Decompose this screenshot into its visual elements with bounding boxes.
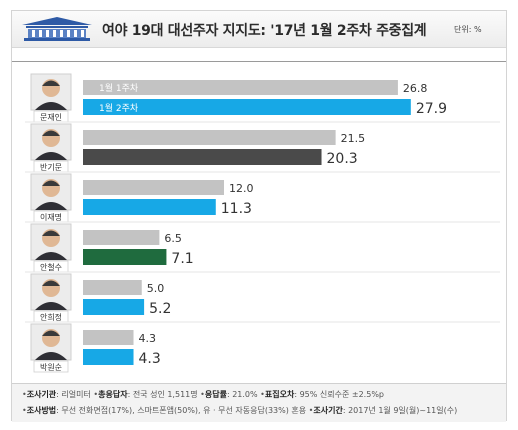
chart-header: 여야 19대 대선주자 지지도: '17년 1월 2주차 주중집계 단위: % bbox=[12, 11, 506, 48]
portrait-shoulders bbox=[35, 202, 67, 210]
portrait-shoulders bbox=[35, 302, 67, 310]
unit-label: 단위: % bbox=[454, 25, 482, 34]
candidate-name: 박원순 bbox=[40, 362, 62, 372]
portrait-hair bbox=[42, 180, 60, 186]
name-box bbox=[33, 360, 69, 373]
candidate-group: 안철수 6.5 7.1 bbox=[25, 223, 500, 273]
portrait-shoulders bbox=[35, 352, 67, 360]
bar-prev-week bbox=[83, 180, 224, 195]
footer-text: : 전국 성인 1,511명 bbox=[127, 390, 198, 399]
bar-prev-week bbox=[83, 130, 336, 145]
footer-label: 조사방법 bbox=[26, 406, 57, 415]
bar-prev-week bbox=[83, 80, 398, 95]
value-label-prev: 26.8 bbox=[403, 82, 428, 95]
footer-text: : 2017년 1월 9일(월)~11일(수) bbox=[342, 406, 458, 415]
portrait-shoulders bbox=[35, 102, 67, 110]
candidate-name: 안철수 bbox=[40, 262, 62, 272]
value-label-current: 4.3 bbox=[139, 351, 161, 367]
bar-current-week bbox=[83, 199, 216, 215]
portrait-shoulders bbox=[35, 152, 67, 160]
blue-house-logo bbox=[22, 17, 92, 41]
portrait-hair bbox=[42, 230, 60, 236]
portrait-hair bbox=[42, 280, 60, 286]
value-label-current: 20.3 bbox=[327, 151, 358, 167]
portrait-hair bbox=[42, 330, 60, 336]
candidate-name: 문재인 bbox=[40, 112, 62, 122]
candidate-group: 문재인 26.8 27.9 1월 1주차 1월 2주차 bbox=[25, 73, 500, 123]
footer-label: 조사기관 bbox=[26, 390, 57, 399]
header-separator bbox=[12, 61, 506, 62]
footer.line1-item: •조사기관: 리얼미터 bbox=[22, 390, 91, 399]
portrait-shoulders bbox=[35, 252, 67, 260]
candidate-group: 박원순 4.3 4.3 bbox=[30, 323, 161, 373]
footer-label: 표집오차 bbox=[264, 390, 295, 399]
footer-text: : 리얼미터 bbox=[56, 390, 91, 399]
value-label-prev: 5.0 bbox=[147, 282, 165, 295]
footer-label: 응답률 bbox=[204, 390, 227, 399]
footer.line1-item: •총응답자: 전국 성인 1,511명 bbox=[90, 390, 198, 399]
value-label-current: 7.1 bbox=[171, 251, 193, 267]
footer-text: : 95% 신뢰수준 ±2.5%p bbox=[294, 390, 384, 399]
value-label-prev: 12.0 bbox=[229, 182, 254, 195]
footer.line2-item: •조사기간: 2017년 1월 9일(월)~11일(수) bbox=[306, 406, 458, 415]
footer-line-1: •조사기관: 리얼미터 •총응답자: 전국 성인 1,511명 •응답률: 21… bbox=[22, 389, 384, 400]
candidate-name: 반기문 bbox=[40, 163, 62, 172]
bar-current-week bbox=[83, 99, 411, 115]
legend-prev-week: 1월 1주차 bbox=[99, 82, 139, 94]
footer.line1-item: •표집오차: 95% 신뢰수준 ±2.5%p bbox=[257, 390, 384, 399]
bar-prev-week bbox=[83, 280, 142, 295]
value-label-current: 5.2 bbox=[149, 301, 171, 317]
bar-prev-week bbox=[83, 230, 160, 245]
bar-current-week bbox=[83, 149, 322, 165]
footer-text: : 무선 전화면접(17%), 스마트폰앱(50%), 유 · 무선 자동응답(… bbox=[56, 406, 307, 415]
legend-current-week: 1월 2주차 bbox=[99, 102, 139, 114]
value-label-current: 27.9 bbox=[416, 101, 447, 117]
value-label-prev: 4.3 bbox=[139, 332, 157, 345]
footer.line2-item: •조사방법: 무선 전화면접(17%), 스마트폰앱(50%), 유 · 무선 … bbox=[22, 406, 307, 415]
portrait-hair bbox=[42, 130, 60, 136]
candidate-name: 이재명 bbox=[40, 212, 62, 222]
footer-line-2: •조사방법: 무선 전화면접(17%), 스마트폰앱(50%), 유 · 무선 … bbox=[22, 405, 457, 416]
candidate-name: 안희정 bbox=[40, 312, 62, 322]
candidate-group: 이재명 12.0 11.3 bbox=[25, 173, 500, 223]
footer.line1-item: •응답률: 21.0% bbox=[197, 390, 258, 399]
footer-label: 총응답자 bbox=[98, 390, 128, 399]
survey-footer: •조사기관: 리얼미터 •총응답자: 전국 성인 1,511명 •응답률: 21… bbox=[12, 383, 506, 422]
candidate-group: 안희정 5.0 5.2 bbox=[25, 273, 500, 323]
bar-prev-week bbox=[83, 330, 134, 345]
value-label-prev: 21.5 bbox=[341, 132, 366, 145]
value-label-prev: 6.5 bbox=[164, 232, 182, 245]
value-label-current: 11.3 bbox=[221, 201, 252, 217]
page-title: 여야 19대 대선주자 지지도: '17년 1월 2주차 주중집계 bbox=[102, 23, 427, 39]
footer-label: 조사기간 bbox=[313, 406, 343, 415]
bar-current-week bbox=[83, 349, 134, 365]
portrait-hair bbox=[42, 80, 60, 86]
bar-current-week bbox=[83, 299, 145, 315]
candidate-group: 반기문 21.5 20.3 bbox=[25, 123, 500, 173]
footer-text: : 21.0% bbox=[226, 390, 258, 399]
bar-current-week bbox=[83, 249, 167, 265]
